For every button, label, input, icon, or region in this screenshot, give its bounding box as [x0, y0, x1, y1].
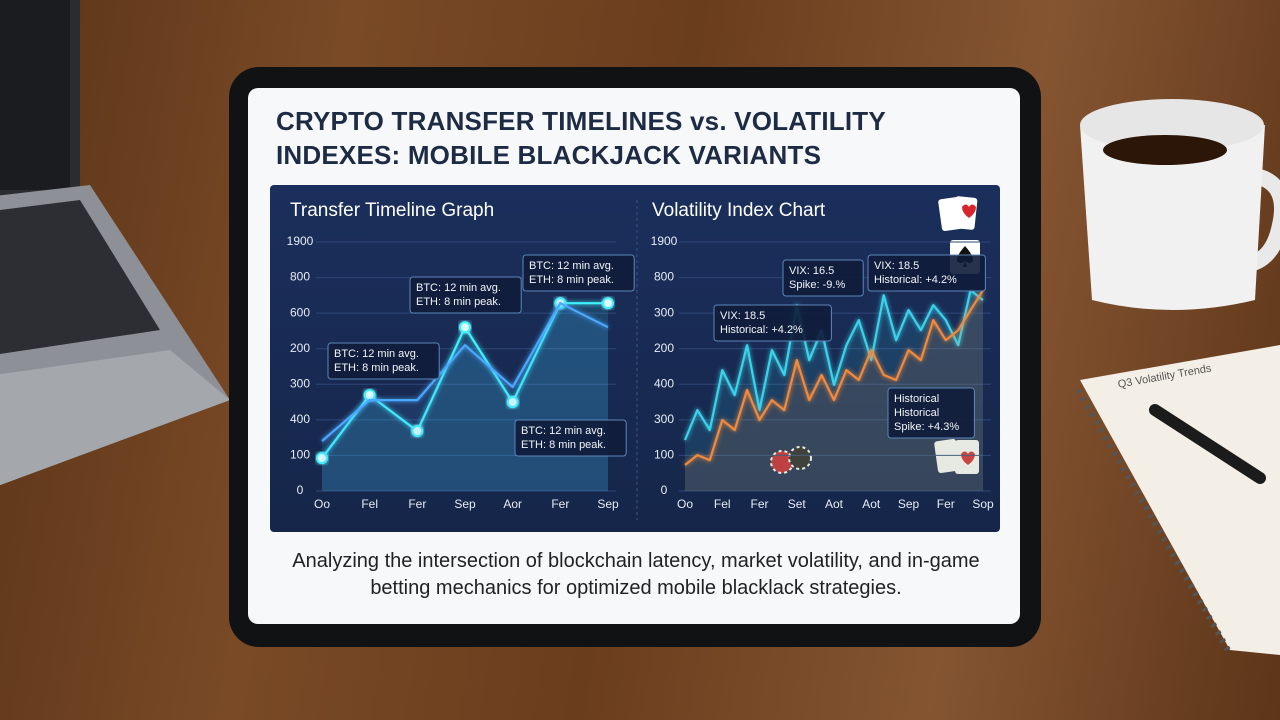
- data-point: [363, 389, 376, 402]
- series-line: [684, 289, 984, 466]
- x-tick-label: Oo: [314, 497, 330, 511]
- x-tick-label: Aor: [503, 497, 522, 511]
- annotation-box: [522, 254, 635, 292]
- annotation-text: Historical: [894, 393, 939, 405]
- x-tick-label: Sop: [972, 497, 994, 511]
- annotation-text: BTC: 12 min avg.: [416, 282, 501, 294]
- y-tick-label: 800: [654, 270, 674, 284]
- annotation-text: Spike: -9.%: [789, 279, 845, 291]
- annotation-text: VIX: 16.5: [789, 265, 834, 277]
- data-point: [316, 452, 328, 465]
- chart-title: Transfer Timeline Graph: [290, 200, 494, 221]
- annotation-box: [887, 387, 975, 439]
- annotation-box: [867, 254, 986, 292]
- annotation: BTC: 12 min avg. ETH: 8 min peak.: [522, 254, 635, 292]
- annotation-text: ETH: 8 min peak.: [521, 439, 606, 451]
- annotation-box: [514, 419, 627, 457]
- page-title: CRYPTO TRANSFER TIMELINES vs. VOLATILITY…: [276, 106, 886, 170]
- annotation-text: BTC: 12 min avg.: [334, 348, 419, 360]
- data-point: [506, 396, 519, 409]
- x-tick-label: Sep: [898, 497, 920, 511]
- annotation-box: [327, 342, 440, 380]
- y-tick-label: 400: [290, 412, 310, 426]
- y-tick-label: 600: [290, 305, 310, 319]
- y-tick-label: 1900: [651, 234, 678, 248]
- x-tick-label: Sep: [454, 497, 476, 511]
- chart-title: Volatility Index Chart: [652, 200, 826, 221]
- x-tick-label: Fer: [408, 497, 426, 511]
- x-tick-label: Fel: [361, 497, 378, 511]
- annotation: VIX: 16.5 Spike: -9.%: [782, 259, 864, 297]
- series-line: [321, 302, 609, 442]
- annotation-text: VIX: 18.5: [874, 260, 919, 272]
- series-line: [683, 289, 984, 441]
- x-tick-label: Sep: [597, 497, 619, 511]
- y-tick-label: 300: [654, 412, 674, 426]
- annotation-text: Historical: +4.2%: [874, 274, 957, 286]
- annotation-box: [409, 276, 522, 314]
- annotation-text: ETH: 8 min peak.: [416, 296, 501, 308]
- annotation-box: [713, 304, 832, 342]
- page-caption: Analyzing the intersection of blockchain…: [292, 550, 980, 599]
- y-tick-label: 300: [290, 376, 310, 390]
- annotation-text: Spike: +4.3%: [894, 421, 959, 433]
- y-tick-label: 1900: [287, 234, 314, 248]
- x-tick-label: Fer: [551, 497, 569, 511]
- y-tick-label: 300: [654, 305, 674, 319]
- laptop: [0, 0, 230, 486]
- notebook: Q3 Volatility Trends: [1075, 345, 1280, 655]
- y-tick-label: 200: [290, 341, 310, 355]
- data-point: [459, 321, 471, 334]
- annotation-text: ETH: 8 min peak.: [334, 362, 419, 374]
- y-tick-label: 100: [654, 448, 674, 462]
- annotation: VIX: 18.5 Historical: +4.2%: [713, 304, 832, 342]
- y-tick-label: 0: [297, 483, 304, 497]
- series-area: [685, 290, 983, 491]
- y-tick-label: 400: [654, 376, 674, 390]
- y-tick-label: 100: [290, 448, 310, 462]
- annotation-text: Historical: +4.2%: [720, 324, 803, 336]
- annotation-box: [782, 259, 864, 297]
- y-tick-label: 200: [654, 341, 674, 355]
- x-tick-label: Fer: [937, 497, 955, 511]
- y-tick-label: 800: [290, 270, 310, 284]
- annotation: BTC: 12 min avg. ETH: 8 min peak.: [409, 276, 522, 314]
- x-tick-label: Fer: [751, 497, 769, 511]
- annotation-text: BTC: 12 min avg.: [521, 425, 606, 437]
- annotation-text: Historical: [894, 407, 939, 419]
- x-tick-label: Aot: [862, 497, 881, 511]
- x-tick-label: Fel: [714, 497, 731, 511]
- data-point: [602, 297, 614, 310]
- data-point: [411, 425, 424, 438]
- x-tick-label: Aot: [825, 497, 844, 511]
- annotation-text: BTC: 12 min avg.: [529, 260, 614, 272]
- annotation: BTC: 12 min avg. ETH: 8 min peak.: [514, 419, 627, 457]
- x-tick-label: Set: [788, 497, 807, 511]
- annotation: VIX: 18.5 Historical: +4.2%: [867, 254, 986, 292]
- annotation-text: VIX: 18.5: [720, 310, 765, 322]
- annotation-text: ETH: 8 min peak.: [529, 274, 614, 286]
- x-tick-label: Oo: [677, 497, 693, 511]
- y-tick-label: 0: [661, 483, 668, 497]
- series-area: [685, 290, 983, 491]
- annotation: Historical Historical Spike: +4.3%: [887, 387, 975, 439]
- annotation: BTC: 12 min avg. ETH: 8 min peak.: [327, 342, 440, 380]
- coffee-mug: [1080, 99, 1280, 310]
